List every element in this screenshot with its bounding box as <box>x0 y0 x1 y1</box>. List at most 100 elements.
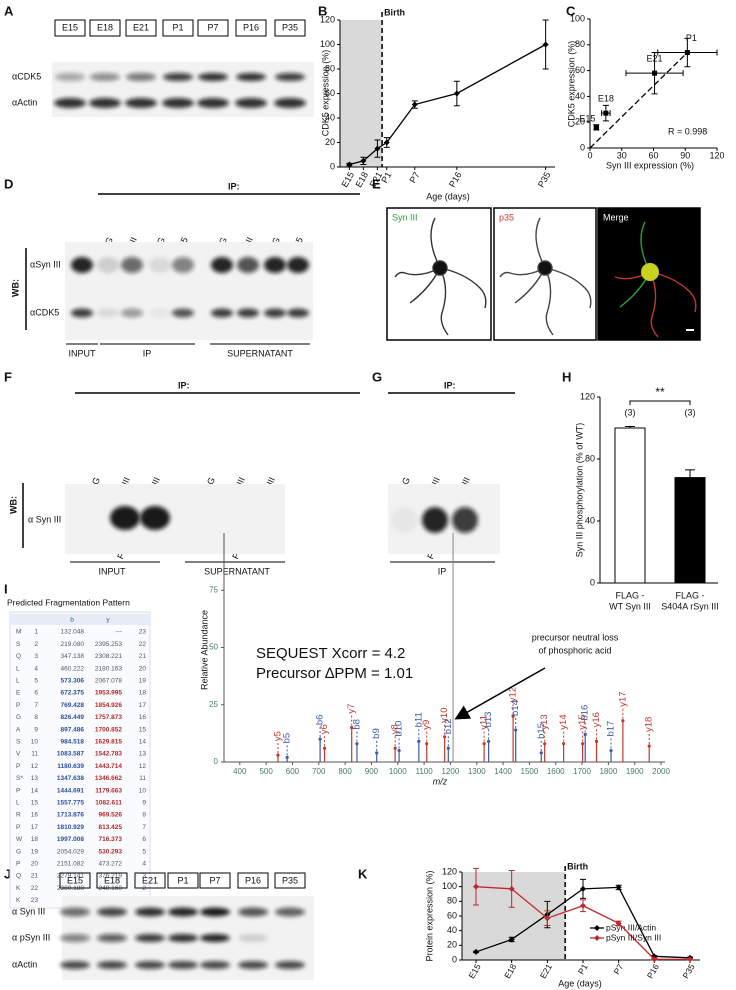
neuron-syn3 <box>394 217 487 336</box>
table-title: Predicted Fragmentation Pattern <box>7 597 130 607</box>
bar <box>674 477 706 584</box>
x-tick-label: P16 <box>447 170 464 189</box>
group-label: SUPERNATANT <box>227 348 293 358</box>
y-axis-label: Protein expression (%) <box>424 870 434 961</box>
band <box>200 934 230 942</box>
x-tick-label: S404A rSyn III <box>661 601 719 611</box>
group-label: INPUT <box>69 348 97 358</box>
table-cell: 18 <box>31 836 39 843</box>
band <box>97 934 127 942</box>
lane-label: P1 <box>172 22 183 32</box>
table-cell: 2180.163 <box>95 665 122 672</box>
table-cell: 347.138 <box>61 653 85 660</box>
band <box>211 308 233 318</box>
peak-top <box>397 748 401 753</box>
peak-top <box>514 728 518 732</box>
table-cell: S <box>16 641 21 648</box>
micrographs <box>386 207 701 341</box>
bar <box>614 427 646 584</box>
table-cell: 12 <box>139 763 147 770</box>
band <box>211 257 233 273</box>
band <box>287 257 309 273</box>
table-cell: 1629.815 <box>95 739 122 746</box>
table-cell: G <box>16 848 21 855</box>
peak-label: y6 <box>319 724 330 734</box>
peak-top <box>355 742 359 746</box>
peak-label: y11 <box>479 715 490 730</box>
x-tick-label: 90 <box>680 150 690 160</box>
band <box>125 98 157 108</box>
table-cell: 10 <box>139 787 147 794</box>
x-tick-label: 1000 <box>389 767 407 776</box>
peak-top <box>318 737 322 741</box>
peak-top <box>350 726 354 730</box>
band <box>168 934 198 942</box>
band <box>238 961 268 969</box>
y-tick-label: 0 <box>452 954 457 964</box>
table-cell: 11 <box>139 775 146 782</box>
x-tick-label: 1400 <box>494 767 512 776</box>
table-cell: 1347.638 <box>57 775 84 782</box>
annotation: SEQUEST Xcorr = 4.2 <box>256 645 405 662</box>
table-cell: 1083.587 <box>57 751 84 758</box>
table-cell: 5 <box>34 678 38 685</box>
row-label: αActin <box>12 959 37 969</box>
peak-top <box>621 719 625 723</box>
lane-box <box>125 19 157 37</box>
y-tick-label: 0 <box>580 142 585 152</box>
lane-label: E15 <box>62 22 78 32</box>
table-cell: 672.375 <box>61 690 85 697</box>
lane-box <box>162 19 194 37</box>
table-cell: 984.518 <box>61 739 85 746</box>
table-cell: 22 <box>139 641 147 648</box>
y-tick-label: 80 <box>585 453 595 463</box>
band <box>172 308 194 318</box>
x-tick-label: 1100 <box>415 767 433 776</box>
row-label: αCDK5 <box>12 71 41 81</box>
peak-top <box>539 751 543 755</box>
table-cell: 14 <box>139 739 147 746</box>
x-tick-label: E21 <box>538 962 554 980</box>
arrow <box>454 667 546 720</box>
peak-label: b6 <box>315 715 326 726</box>
peak-top <box>609 748 613 753</box>
lane-box <box>197 19 229 37</box>
band <box>452 507 478 533</box>
table-cell: 1854.926 <box>95 702 122 709</box>
lane-label: E15 <box>67 875 83 885</box>
significance-bracket <box>629 400 691 405</box>
table-frame <box>9 611 151 909</box>
peak-top <box>393 746 397 750</box>
peak-top <box>594 739 599 743</box>
band <box>274 98 306 108</box>
table-cell: 6 <box>142 836 146 843</box>
x-tick-label: P35 <box>536 170 553 189</box>
annotation: R = 0.998 <box>668 126 707 136</box>
annotation: Precursor ∆PPM = 1.01 <box>256 665 413 682</box>
lane-label: P7 <box>209 875 220 885</box>
point <box>615 920 622 927</box>
table-cell: 1953.995 <box>95 690 122 697</box>
row-label: α Syn III <box>12 906 45 916</box>
annotation: Birth <box>384 7 405 17</box>
band <box>97 961 127 969</box>
band <box>110 506 140 530</box>
peak-top <box>580 742 585 746</box>
x-tick-label: E15 <box>466 962 482 980</box>
panel-label: G <box>372 369 382 384</box>
lane-label: E18 <box>97 22 113 32</box>
table-cell: 21 <box>139 653 147 660</box>
band <box>121 308 143 318</box>
y-tick-label: 20 <box>447 940 457 950</box>
table-cell: 573.306 <box>61 678 85 685</box>
blot-background <box>65 242 313 340</box>
table-cell: 7 <box>34 702 38 709</box>
band <box>200 907 230 917</box>
band <box>135 961 165 969</box>
band <box>135 907 165 917</box>
peak-top <box>285 755 289 760</box>
point <box>542 41 549 48</box>
band <box>97 257 119 273</box>
band <box>55 73 85 81</box>
